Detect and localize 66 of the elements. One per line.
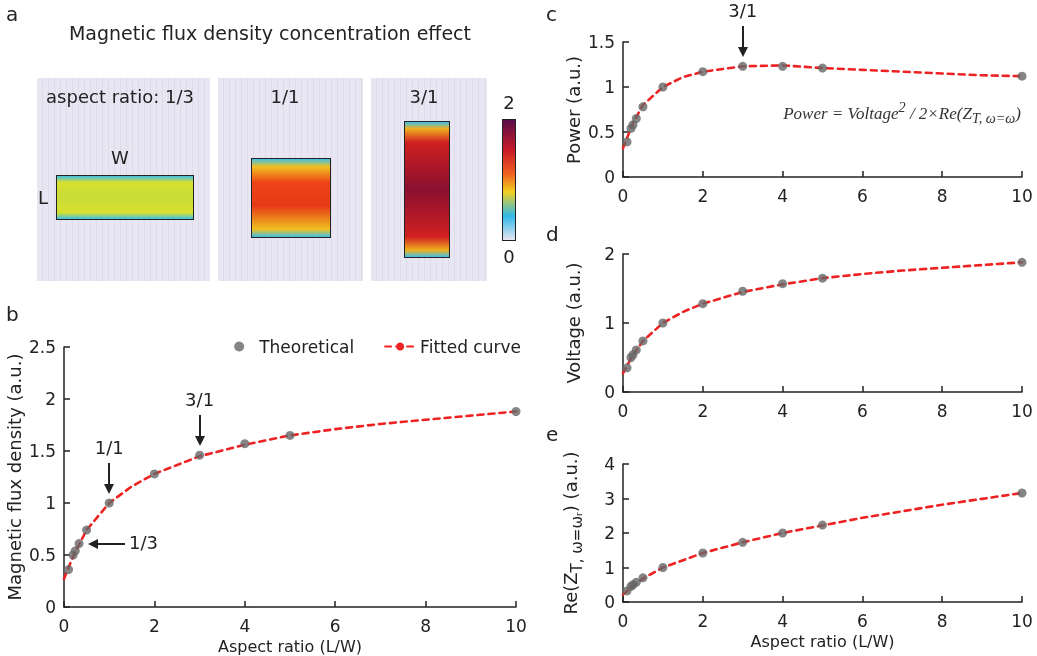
y-tick-label: 0 xyxy=(604,592,615,612)
y-tick-label: 2.5 xyxy=(28,337,56,357)
y-tick-label: 2 xyxy=(604,523,615,543)
x-tick-label: 6 xyxy=(856,610,868,631)
text: e xyxy=(546,422,559,446)
x-tick-label: 4 xyxy=(239,615,251,636)
x-tick-label: 4 xyxy=(777,185,789,206)
y-tick-label: 0.5 xyxy=(587,122,615,142)
x-tick-label: 0 xyxy=(58,615,70,636)
y-tick-label: 0.5 xyxy=(28,545,56,565)
y-tick-label: 0 xyxy=(45,597,56,617)
y-axis-title: Power (a.u.) xyxy=(562,55,584,164)
x-tick-label: 0 xyxy=(617,400,629,421)
x-tick-label: 2 xyxy=(697,610,709,631)
annotation: Power = Voltage$^{2}$ / 2×Re(Z$_{T, ω=ω}$) xyxy=(783,98,1021,127)
y-tick-label: 2 xyxy=(604,244,615,264)
x-tick-label: 8 xyxy=(936,400,948,421)
x-tick-label: 10 xyxy=(1011,610,1033,631)
annotation: 3/1 xyxy=(728,0,758,22)
x-tick-label: 2 xyxy=(697,400,709,421)
text: 3/1 xyxy=(409,86,439,107)
y-tick-label: 0 xyxy=(604,382,615,402)
x-axis-title: Aspect ratio (L/W) xyxy=(750,632,895,651)
x-tick-label: 4 xyxy=(777,610,789,631)
text: aspect ratio: 1/3 xyxy=(46,86,194,107)
x-axis-title: Aspect ratio (L/W) xyxy=(217,637,363,656)
x-tick-label: 6 xyxy=(856,185,868,206)
x-tick-label: 0 xyxy=(617,610,629,631)
x-tick-label: 0 xyxy=(617,185,629,206)
x-tick-label: 10 xyxy=(1011,185,1033,206)
text: d xyxy=(546,222,559,246)
y-tick-label: 3 xyxy=(604,488,615,509)
x-tick-label: 6 xyxy=(329,615,341,636)
annotation: 3/1 xyxy=(185,389,215,411)
text: a xyxy=(6,2,19,26)
y-tick-label: 1 xyxy=(604,557,615,578)
x-tick-label: 2 xyxy=(697,185,709,206)
y-tick-label: 4 xyxy=(604,454,615,474)
x-tick-label: 8 xyxy=(420,615,432,636)
y-tick-label: 1.5 xyxy=(587,32,615,52)
x-tick-label: 10 xyxy=(505,615,527,636)
text: 2 xyxy=(503,92,515,113)
x-tick-label: 6 xyxy=(856,400,868,421)
legend-label: Theoretical xyxy=(258,336,355,357)
text: W xyxy=(111,147,129,168)
x-tick-label: 8 xyxy=(936,185,948,206)
y-tick-label: 1 xyxy=(604,313,615,333)
text: c xyxy=(546,2,557,26)
text: b xyxy=(6,302,19,326)
x-tick-label: 10 xyxy=(1011,400,1033,421)
annotation: 1/1 xyxy=(94,437,124,458)
y-tick-label: 0 xyxy=(604,167,615,187)
annotation: 1/3 xyxy=(129,531,159,553)
text: L xyxy=(37,187,49,208)
text: Magnetic flux density concentration effect xyxy=(68,22,472,44)
y-tick-label: 1 xyxy=(45,493,56,513)
y-tick-label: 1 xyxy=(604,77,615,97)
x-tick-label: 4 xyxy=(777,400,789,421)
legend-label: Fitted curve xyxy=(420,336,522,357)
x-tick-label: 8 xyxy=(936,610,948,631)
y-tick-label: 1.5 xyxy=(28,441,56,461)
y-axis-title: Magnetic flux density (a.u.) xyxy=(3,353,25,601)
text: 1/1 xyxy=(270,86,300,107)
text: 0 xyxy=(503,246,515,267)
y-axis-title: Voltage (a.u.) xyxy=(562,262,584,384)
x-tick-label: 2 xyxy=(148,615,160,636)
